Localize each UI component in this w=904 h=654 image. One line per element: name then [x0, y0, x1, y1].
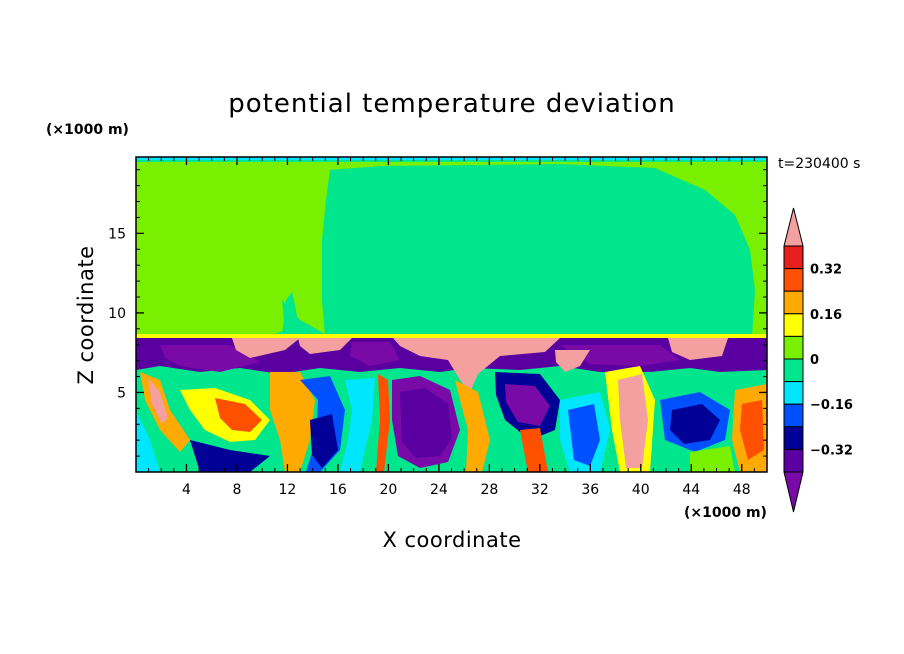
field-pink-patch-4 [668, 338, 728, 360]
field-upper-blob [270, 164, 755, 337]
field-pink-patch-3 [393, 338, 560, 392]
colorbar-tick-label: 0 [810, 353, 819, 368]
field-eddy-8-inner [400, 388, 452, 458]
colorbar-min-triangle [783, 471, 804, 513]
y-tick-label: 10 [108, 306, 126, 322]
field-eddy-2 [136, 410, 160, 472]
field-eddy-9 [455, 380, 490, 472]
field-violet-band-3 [350, 342, 400, 366]
field-violet-band-2 [560, 345, 680, 366]
field-eddy-11 [520, 428, 548, 472]
field-interface-line [136, 334, 767, 338]
colorbar-swatch [783, 268, 804, 292]
field-eddy-5 [270, 372, 315, 472]
x-axis-title: X coordinate [382, 528, 521, 552]
x-tick-label: 20 [379, 482, 397, 498]
x-tick-label: 36 [581, 482, 599, 498]
y-unit-label: (×1000 m) [46, 122, 129, 138]
colorbar-tick-label: 0.16 [810, 308, 842, 323]
field-eddy-7 [376, 374, 390, 472]
field-eddy-10-inner [505, 384, 550, 426]
x-tick-label: 24 [430, 482, 448, 498]
x-tick-label: 32 [531, 482, 549, 498]
x-tick-label: 44 [682, 482, 700, 498]
x-tick-label: 48 [733, 482, 751, 498]
field-eddy-13-pink [618, 374, 648, 468]
field-pink-patch-5 [555, 350, 590, 372]
time-label: t=230400 s [778, 156, 860, 172]
colorbar-swatch [783, 381, 804, 405]
colorbar-swatch [783, 290, 804, 315]
x-axis: 4 8 12 16 20 24 28 32 36 40 44 48 [148, 157, 755, 498]
field-eddy-1-pink [148, 378, 168, 424]
x-tick-label: 12 [279, 482, 297, 498]
field-violet-band [160, 345, 260, 372]
field-eddy-5-dark [310, 414, 338, 468]
field-eddy-12-blue [568, 404, 600, 466]
colorbar-swatch [783, 426, 804, 450]
y-axis: 5 10 15 [108, 169, 767, 457]
field-eddy-14-dark [670, 404, 720, 444]
field-pink-patch-2 [298, 338, 352, 354]
x-tick-label: 8 [232, 482, 241, 498]
field-eddy-16 [690, 446, 735, 472]
colorbar-swatch [783, 245, 804, 270]
field-pink-patch-1 [232, 338, 300, 358]
x-tick-label: 16 [329, 482, 347, 498]
y-tick-label: 15 [108, 226, 126, 242]
field-eddy-15-red [740, 400, 764, 460]
field-eddy-4 [190, 440, 270, 472]
field-eddy-6 [340, 378, 375, 472]
colorbar-max-triangle [783, 207, 804, 247]
x-tick-label: 4 [182, 482, 191, 498]
y-tick-label: 5 [117, 385, 126, 401]
colorbar-tick-label: −0.16 [810, 398, 853, 413]
field-upper-blob-mid [330, 292, 378, 336]
colorbar-swatch [783, 358, 804, 383]
x-tick-label: 40 [632, 482, 650, 498]
colorbar-tick-label: 0.32 [810, 263, 842, 278]
plot-area [136, 157, 767, 472]
field-eddy-3-red [215, 398, 262, 432]
colorbar-swatch [783, 448, 804, 473]
field-upper-blob-left [282, 292, 300, 336]
colorbar-swatch [783, 335, 804, 360]
colorbar: 0.32 0.16 0 −0.16 −0.32 [783, 207, 853, 513]
chart-title: potential temperature deviation [228, 89, 675, 119]
colorbar-swatch [783, 313, 804, 337]
y-axis-title: Z coordinate [74, 245, 98, 384]
colorbar-tick-label: −0.32 [810, 443, 853, 458]
colorbar-swatch [783, 403, 804, 428]
x-unit-label: (×1000 m) [684, 505, 767, 521]
x-tick-label: 28 [480, 482, 498, 498]
